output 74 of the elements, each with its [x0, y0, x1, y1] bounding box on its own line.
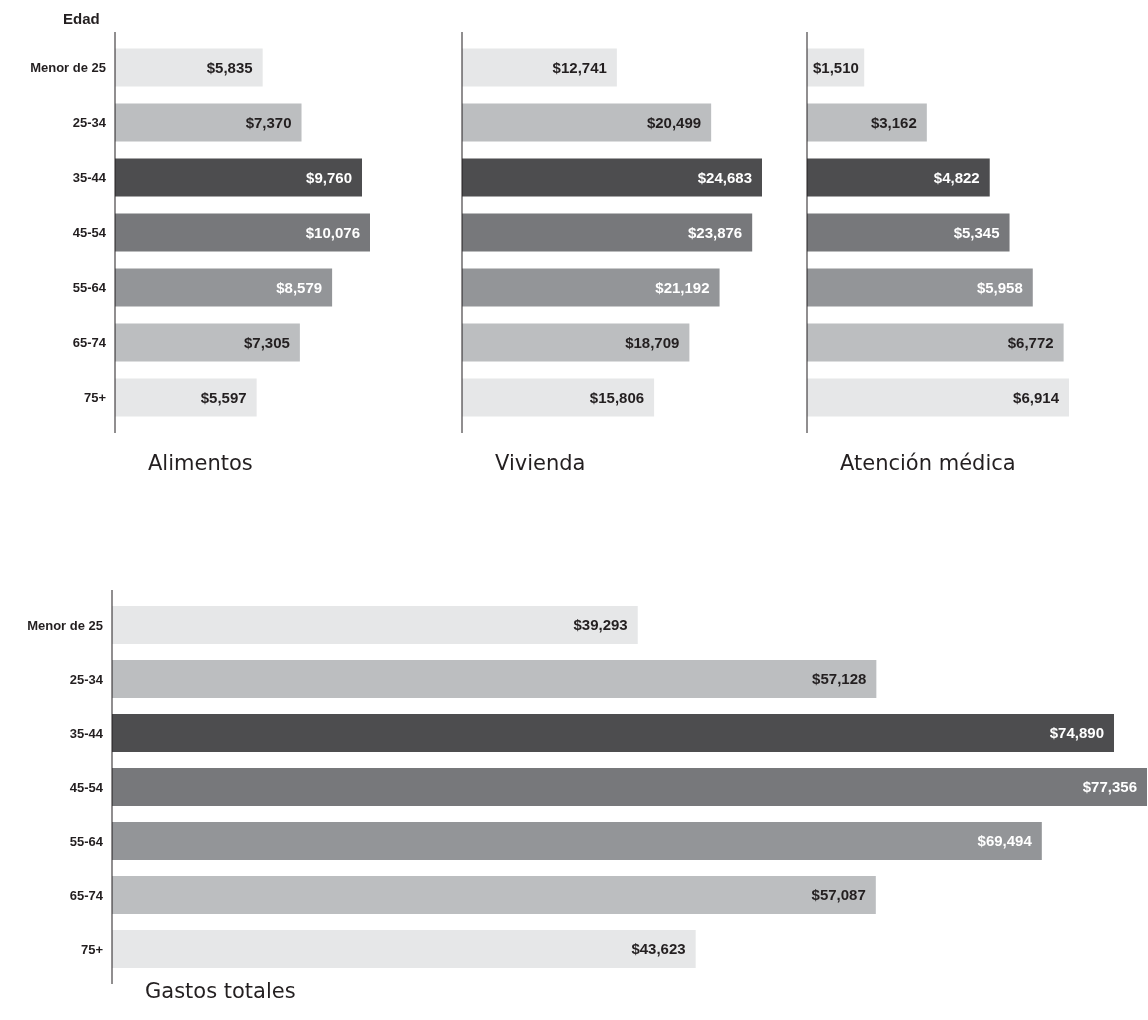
bar [115, 48, 263, 87]
data-label: $10,076 [305, 223, 360, 241]
data-label: $5,345 [953, 223, 1000, 241]
text: Atención médica [840, 451, 1016, 475]
y-tick-label: 25-34 [72, 115, 107, 131]
y-tick-label: 75+ [80, 941, 104, 957]
data-label: $8,579 [276, 278, 323, 296]
y-tick-label: 35-44 [69, 725, 104, 741]
y-tick-label: 25-34 [69, 671, 104, 687]
y-tick-label: 35-44 [72, 170, 107, 186]
bar [112, 930, 696, 968]
bar [807, 158, 990, 197]
bar [462, 268, 720, 307]
bar [462, 323, 690, 362]
bar [115, 323, 300, 362]
bar [112, 660, 877, 698]
y-tick-label: 45-54 [69, 779, 104, 795]
bar [807, 323, 1064, 362]
data-label: $3,162 [870, 113, 917, 131]
bar [112, 714, 1115, 752]
data-label: $69,494 [977, 832, 1033, 850]
data-label: $7,305 [243, 333, 290, 351]
data-label: $9,760 [306, 168, 352, 186]
data-label: $12,741 [552, 58, 607, 76]
bar [462, 103, 712, 142]
data-label: $5,835 [206, 58, 253, 76]
bar [115, 213, 370, 252]
bar [807, 103, 927, 142]
y-tick-label: Menor de 25 [27, 617, 103, 633]
data-label: $20,499 [646, 113, 702, 131]
text: Vivienda [495, 451, 586, 475]
y-tick-label: 65-74 [69, 887, 104, 903]
data-label: $1,510 [813, 58, 859, 76]
bar [115, 268, 333, 307]
y-tick-label: 55-64 [72, 280, 107, 296]
bar [462, 213, 753, 252]
bar [112, 876, 876, 914]
data-label: $7,370 [245, 113, 292, 131]
data-label: $24,683 [697, 168, 752, 186]
bar [115, 378, 257, 417]
text: Gastos totales [145, 979, 296, 1003]
y-tick-label: 55-64 [69, 833, 104, 849]
y-tick-label: 65-74 [72, 335, 107, 351]
data-label: $5,597 [200, 388, 247, 406]
bar [462, 48, 617, 87]
data-label: $43,623 [631, 940, 686, 958]
data-label: $6,914 [1013, 388, 1060, 406]
data-label: $18,709 [625, 333, 680, 351]
y-axis-title: Edad [63, 10, 100, 27]
y-tick-label: 45-54 [72, 225, 107, 241]
data-label: $6,772 [1007, 333, 1054, 351]
data-label: $39,293 [573, 616, 628, 634]
bar [115, 158, 362, 197]
y-tick-label: 75+ [83, 390, 107, 406]
y-tick-label: Menor de 25 [30, 60, 106, 76]
data-label: $57,128 [812, 670, 867, 688]
data-label: $5,958 [976, 278, 1023, 296]
bar [112, 822, 1042, 860]
data-label: $74,890 [1049, 724, 1105, 742]
data-label: $57,087 [811, 886, 866, 904]
bar [462, 158, 762, 197]
data-label: $4,822 [933, 168, 980, 186]
data-label: $23,876 [687, 223, 743, 241]
text: Alimentos [148, 451, 253, 475]
data-label: $21,192 [655, 278, 710, 296]
bar [112, 606, 638, 644]
bar [807, 268, 1033, 307]
bar [115, 103, 302, 142]
bar [112, 768, 1147, 806]
data-label: $77,356 [1082, 778, 1137, 796]
bar [807, 378, 1069, 417]
data-label: $15,806 [589, 388, 645, 406]
bar [462, 378, 655, 417]
bar [807, 213, 1010, 252]
